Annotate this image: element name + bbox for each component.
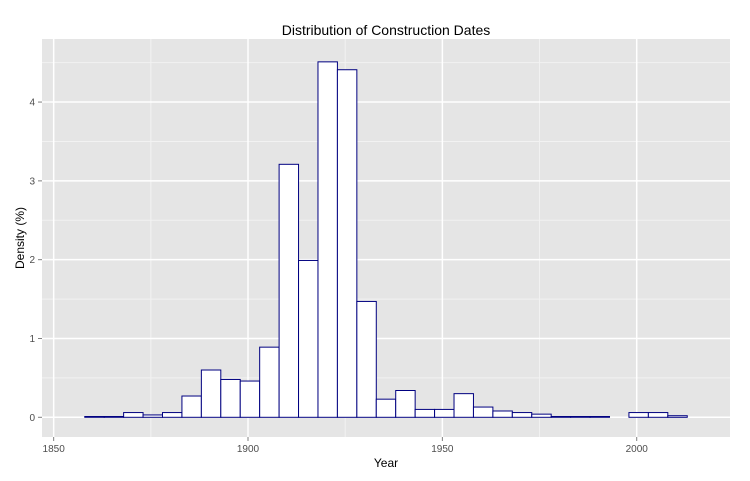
histogram-bar (667, 415, 688, 418)
histogram-bar (492, 410, 513, 418)
y-tick-label: 3 (29, 176, 35, 187)
y-axis: 0 1 2 3 4 (29, 98, 42, 424)
histogram-bar (161, 412, 183, 418)
histogram-bar (200, 369, 222, 418)
histogram-bar (589, 416, 611, 418)
x-tick-label: 1850 (43, 444, 66, 455)
y-axis-title: Density (%) (13, 207, 27, 269)
y-tick-label: 0 (29, 413, 35, 424)
histogram-bars (84, 61, 688, 418)
y-tick-label: 2 (29, 255, 35, 266)
histogram-bar (434, 408, 455, 418)
histogram-bar (278, 163, 300, 418)
histogram-bar (414, 408, 436, 418)
histogram-bar (239, 380, 261, 418)
histogram-bar (317, 61, 338, 418)
histogram-bar (103, 416, 125, 418)
histogram-bar (395, 390, 416, 418)
histogram-bar (298, 259, 319, 418)
histogram-bar (511, 412, 533, 418)
y-tick-label: 4 (29, 98, 35, 109)
histogram-bar (453, 393, 474, 418)
histogram-bar (570, 416, 591, 418)
histogram-bar (259, 346, 280, 418)
x-tick-label: 1900 (237, 444, 260, 455)
histogram-bar (647, 412, 669, 418)
histogram-bar (220, 378, 241, 418)
plot-panel (42, 39, 730, 437)
histogram-bar (628, 412, 649, 418)
y-tick-label: 1 (29, 334, 35, 345)
x-axis-title: Year (374, 456, 398, 470)
histogram-bar (84, 416, 105, 418)
chart-title: Distribution of Construction Dates (282, 22, 491, 38)
x-tick-label: 2000 (626, 444, 649, 455)
histogram-bar (123, 412, 144, 418)
histogram-bar (375, 398, 397, 418)
histogram-bar (181, 395, 202, 418)
histogram-bar (336, 69, 358, 418)
histogram-bar (550, 416, 572, 418)
x-tick-label: 1950 (431, 444, 454, 455)
histogram-bar (356, 300, 377, 418)
histogram-bar (142, 414, 163, 418)
x-axis: 1850 1900 1950 2000 (43, 437, 649, 455)
histogram-bar (531, 413, 552, 418)
histogram-bar (472, 406, 494, 418)
